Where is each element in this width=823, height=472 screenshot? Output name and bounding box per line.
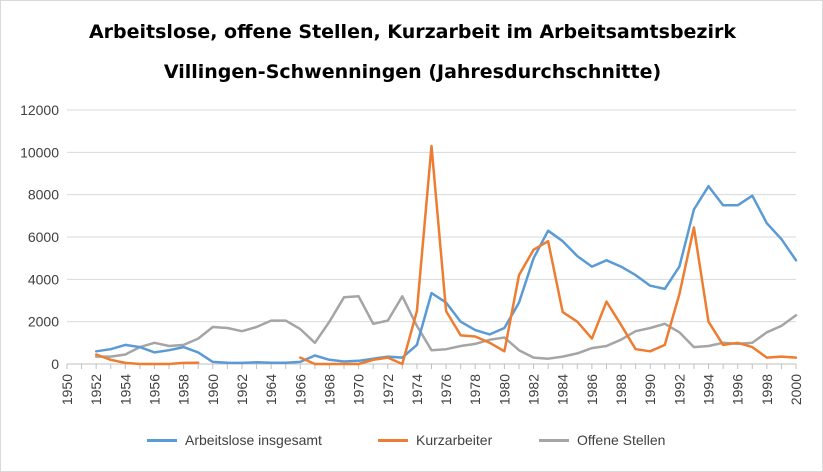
series-line-kurzarbeiter: [299, 144, 798, 366]
x-tick-label: 1990: [642, 374, 658, 405]
series-lines: [94, 144, 798, 366]
x-tick-label: 1986: [584, 374, 600, 405]
legend-label-arbeitslose: Arbeitslose insgesamt: [185, 432, 322, 448]
legend-label-offene-stellen: Offene Stellen: [577, 432, 666, 448]
x-tick-label: 1954: [117, 374, 133, 405]
x-tick-label: 1962: [234, 374, 250, 405]
y-tick-label: 2000: [28, 314, 59, 330]
legend-swatch-kurzarbeiter: [378, 438, 408, 442]
x-tick-label: 1982: [526, 374, 542, 405]
series-line-kurzarbeiter: [94, 353, 200, 366]
legend-item-arbeitslose: Arbeitslose insgesamt: [147, 430, 322, 450]
x-tick-label: 1980: [496, 374, 512, 405]
x-tick-label: 1958: [176, 374, 192, 405]
grid-lines: [67, 109, 796, 323]
x-tick-label: 1988: [613, 374, 629, 405]
y-axis: 0 2000 4000 6000 8000 10000 12000: [20, 102, 59, 372]
x-axis: 1950 1952 1954 1956 1958 1960 1962 1964 1966 1968…: [59, 363, 804, 405]
legend-swatch-arbeitslose: [147, 438, 177, 442]
chart-title-line-1: Arbeitslose, offene Stellen, Kurzarbeit …: [88, 21, 737, 43]
x-tick-label: 1964: [263, 374, 279, 405]
legend: Arbeitslose insgesamt Kurzarbeiter Offen…: [0, 430, 823, 450]
x-tick-label: 2000: [788, 374, 804, 405]
x-tick-label: 1960: [205, 374, 221, 405]
x-tick-label: 1998: [759, 374, 775, 405]
y-tick-label: 4000: [28, 271, 59, 287]
x-tick-label: 1968: [321, 374, 337, 405]
series-line-offene-stellen: [94, 295, 798, 360]
x-tick-label: 1966: [292, 374, 308, 405]
chart-title-line-2: Villingen-Schwenningen (Jahresdurchschni…: [163, 61, 662, 83]
x-tick-label: 1972: [380, 374, 396, 405]
y-tick-label: 12000: [20, 102, 59, 118]
x-tick-label: 1970: [351, 374, 367, 405]
x-tick-label: 1984: [555, 374, 571, 405]
x-tick-label: 1996: [730, 374, 746, 405]
x-tick-label: 1956: [146, 374, 162, 405]
x-tick-label: 1992: [671, 374, 687, 405]
x-tick-label: 1952: [88, 374, 104, 405]
legend-item-kurzarbeiter: Kurzarbeiter: [378, 430, 492, 450]
x-tick-label: 1994: [701, 374, 717, 405]
y-tick-label: 0: [51, 356, 59, 372]
y-tick-label: 10000: [20, 144, 59, 160]
x-tick-label: 1950: [59, 374, 75, 405]
x-tick-label: 1974: [409, 374, 425, 405]
legend-label-kurzarbeiter: Kurzarbeiter: [416, 432, 493, 448]
y-tick-label: 8000: [28, 187, 59, 203]
x-tick-label: 1976: [438, 374, 454, 405]
legend-item-offene-stellen: Offene Stellen: [539, 430, 665, 450]
y-tick-label: 6000: [28, 229, 59, 245]
legend-swatch-offene-stellen: [539, 438, 569, 442]
x-tick-label: 1978: [467, 374, 483, 405]
